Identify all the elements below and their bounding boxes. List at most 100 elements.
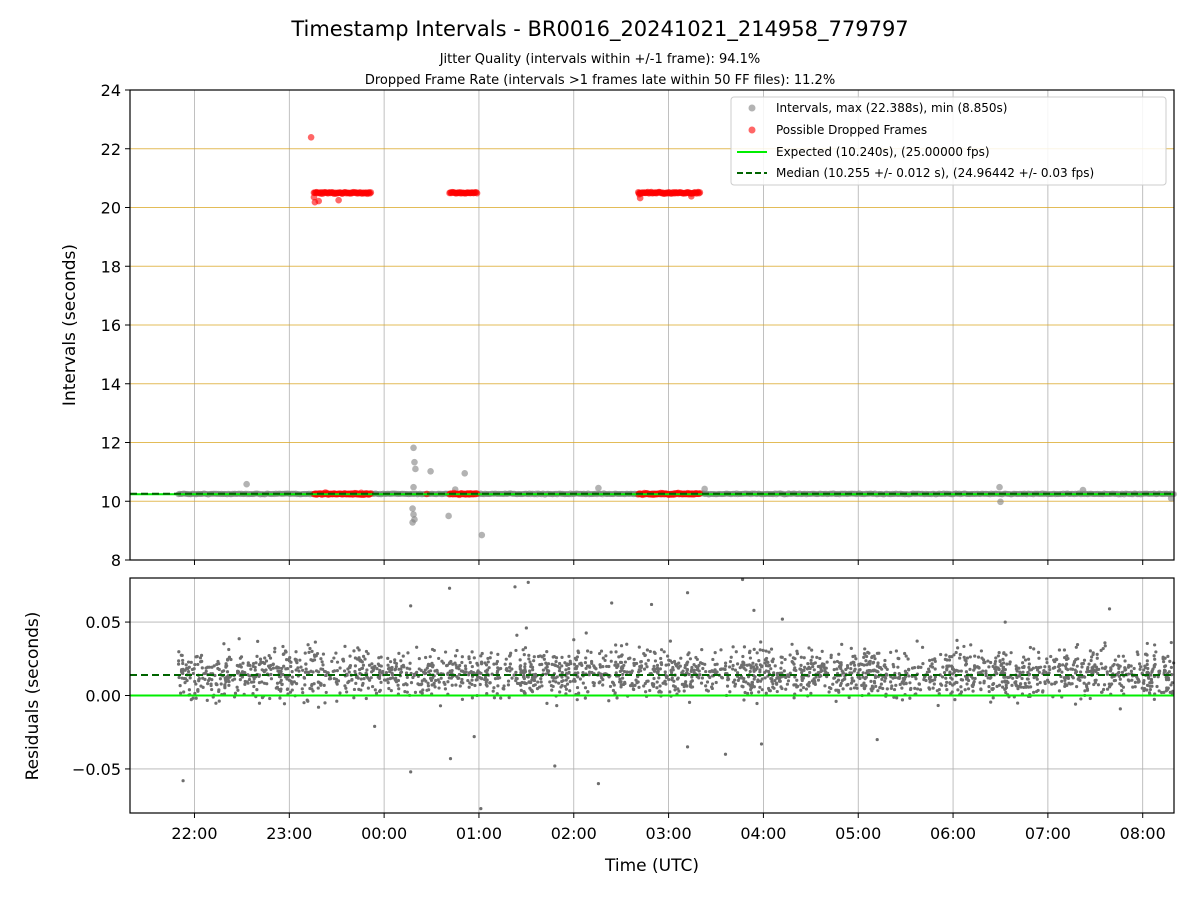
residual-point: [698, 661, 703, 665]
residual-point: [870, 655, 874, 660]
residual-point: [682, 689, 686, 693]
residual-point: [353, 664, 358, 668]
residual-point: [953, 698, 957, 702]
residual-point: [1142, 688, 1146, 693]
residual-point: [933, 659, 937, 663]
residual-point: [802, 656, 806, 660]
residual-point: [780, 661, 784, 665]
residual-point: [827, 685, 832, 690]
residual-point: [429, 663, 433, 667]
residual-outlier-point: [610, 601, 614, 605]
residual-point: [955, 680, 959, 685]
residual-point: [1017, 666, 1021, 670]
residual-point: [370, 662, 374, 666]
residual-point: [501, 686, 505, 691]
residual-point: [917, 682, 921, 686]
residual-point: [850, 679, 854, 683]
residual-point: [894, 683, 898, 687]
residual-point: [443, 682, 447, 686]
residual-point: [701, 666, 705, 671]
residual-outlier-point: [685, 591, 690, 595]
residual-point: [812, 677, 816, 681]
residual-point: [614, 671, 618, 675]
residual-point: [316, 705, 321, 709]
residual-point: [782, 669, 786, 673]
residual-point: [497, 667, 501, 671]
residual-point: [996, 654, 1000, 658]
residual-point: [255, 687, 259, 692]
interval-outlier-point: [996, 483, 1003, 491]
residual-point: [449, 676, 453, 680]
residual-point: [232, 677, 237, 681]
residual-point: [310, 649, 314, 653]
residual-point: [1021, 661, 1025, 665]
residual-point: [682, 685, 686, 689]
residual-point: [904, 654, 908, 658]
residual-point: [592, 683, 596, 688]
residual-point: [991, 696, 995, 700]
residual-point: [1081, 661, 1086, 666]
residual-point: [751, 665, 756, 669]
residual-point: [262, 661, 267, 666]
residual-point: [264, 659, 269, 663]
residual-point: [663, 680, 667, 684]
residual-point: [849, 687, 853, 691]
residual-point: [881, 686, 885, 691]
residual-point: [532, 659, 536, 663]
residual-point: [1104, 665, 1108, 669]
residual-point: [1014, 683, 1018, 687]
residual-point: [1119, 683, 1124, 688]
residual-point: [962, 644, 966, 649]
residual-point: [510, 676, 514, 680]
residual-point: [306, 699, 310, 703]
residual-point: [1097, 667, 1101, 671]
residual-point: [213, 673, 217, 678]
residual-point: [620, 653, 624, 657]
residual-point: [603, 658, 607, 663]
residual-point: [304, 667, 308, 671]
residual-point: [1120, 670, 1125, 674]
residual-point: [390, 672, 394, 676]
residual-point: [638, 669, 643, 673]
residual-outlier-point: [373, 724, 377, 728]
residual-point: [486, 660, 490, 664]
residual-point: [619, 644, 624, 648]
residual-point: [457, 676, 461, 680]
residual-point: [755, 701, 759, 706]
residual-point: [551, 655, 555, 659]
residual-point: [401, 663, 405, 667]
residual-point: [346, 667, 350, 671]
residual-point: [1153, 662, 1157, 667]
intervals-y-axis-label: Intervals (seconds): [60, 244, 80, 406]
residual-point: [453, 654, 458, 658]
residual-point: [756, 678, 760, 682]
residual-point: [764, 656, 769, 661]
residual-point: [586, 690, 590, 694]
residual-point: [260, 680, 264, 684]
residual-point: [544, 672, 548, 676]
residual-point: [814, 675, 818, 679]
residual-point: [795, 685, 799, 689]
residual-point: [658, 667, 662, 671]
residual-point: [353, 656, 358, 660]
residual-point: [999, 662, 1004, 666]
residual-point: [752, 667, 756, 672]
residual-point: [378, 668, 382, 672]
residual-point: [238, 656, 242, 660]
residual-point: [773, 679, 777, 683]
residual-point: [615, 696, 619, 700]
residual-point: [594, 667, 598, 671]
residual-point: [1008, 660, 1012, 664]
residual-point: [743, 690, 747, 695]
residual-point: [829, 655, 833, 660]
residual-point: [206, 682, 210, 686]
residual-point: [832, 667, 836, 672]
residual-point: [987, 689, 991, 694]
residual-point: [177, 650, 181, 654]
x-tick-label: 22:00: [171, 824, 217, 843]
residual-point: [689, 680, 693, 684]
residual-point: [720, 676, 725, 680]
residual-point: [959, 685, 963, 689]
residual-point: [460, 697, 465, 701]
residual-point: [179, 653, 183, 657]
